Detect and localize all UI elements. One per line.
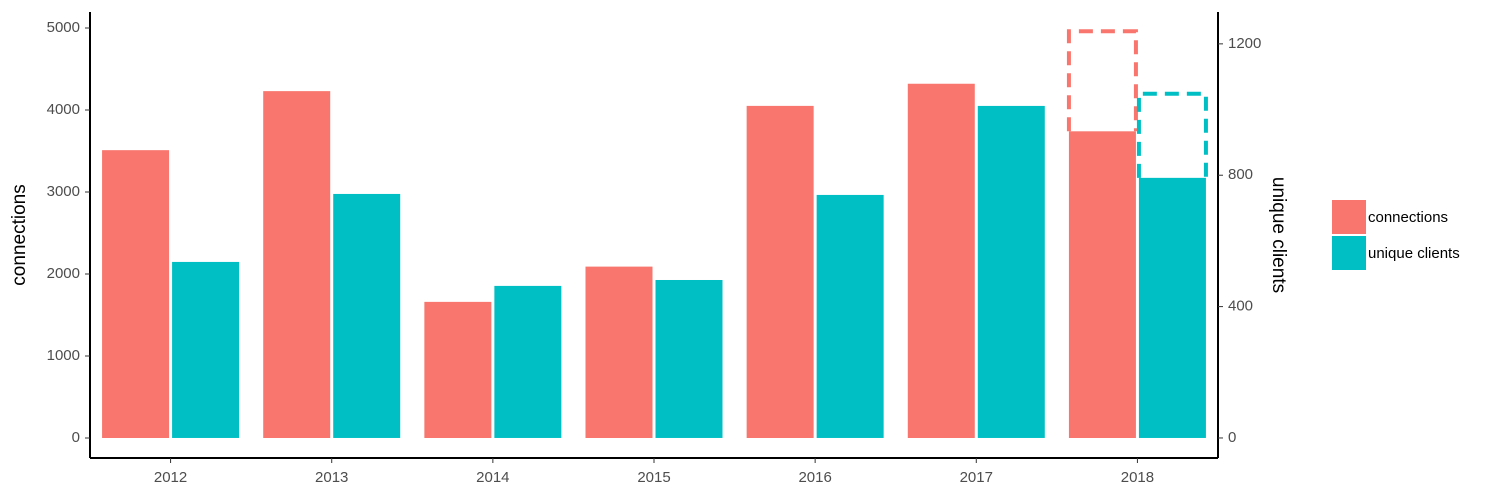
x-tick-label: 2017 xyxy=(960,469,993,486)
legend-swatch xyxy=(1332,200,1366,234)
bar xyxy=(172,261,240,438)
y-tick-label: 4000 xyxy=(47,101,80,118)
bar xyxy=(655,279,723,438)
x-tick-label: 2016 xyxy=(798,469,831,486)
bar xyxy=(585,266,653,438)
y-tick-label: 0 xyxy=(72,429,80,446)
projected-bar xyxy=(1066,29,1138,132)
y2-axis-title: unique clients xyxy=(1268,177,1289,293)
x-tick-label: 2014 xyxy=(476,469,509,486)
bar xyxy=(977,105,1045,438)
x-tick-label: 2013 xyxy=(315,469,348,486)
y2-tick-label: 1200 xyxy=(1228,35,1261,52)
legend-label: connections xyxy=(1368,209,1448,226)
x-tick-label: 2018 xyxy=(1121,469,1154,486)
y-axis-title: connections xyxy=(9,184,30,285)
y2-tick-label: 0 xyxy=(1228,429,1236,446)
bar xyxy=(102,150,170,438)
bar xyxy=(816,194,884,438)
projected-bar xyxy=(1136,91,1208,178)
x-tick-label: 2015 xyxy=(637,469,670,486)
y-tick-label: 3000 xyxy=(47,183,80,200)
bar xyxy=(494,285,562,438)
y-tick-label: 5000 xyxy=(47,19,80,36)
bar xyxy=(907,83,975,438)
legend-label: unique clients xyxy=(1368,245,1460,262)
y-tick-label: 2000 xyxy=(47,265,80,282)
x-tick-label: 2012 xyxy=(154,469,187,486)
bar xyxy=(424,301,492,438)
legend-swatch xyxy=(1332,236,1366,270)
bar xyxy=(1138,177,1206,438)
y2-tick-label: 800 xyxy=(1228,166,1253,183)
bar xyxy=(263,91,331,438)
bar xyxy=(746,105,814,438)
y-tick-label: 1000 xyxy=(47,347,80,364)
bar xyxy=(1068,131,1136,438)
bar xyxy=(333,193,401,438)
y2-tick-label: 400 xyxy=(1228,298,1253,315)
